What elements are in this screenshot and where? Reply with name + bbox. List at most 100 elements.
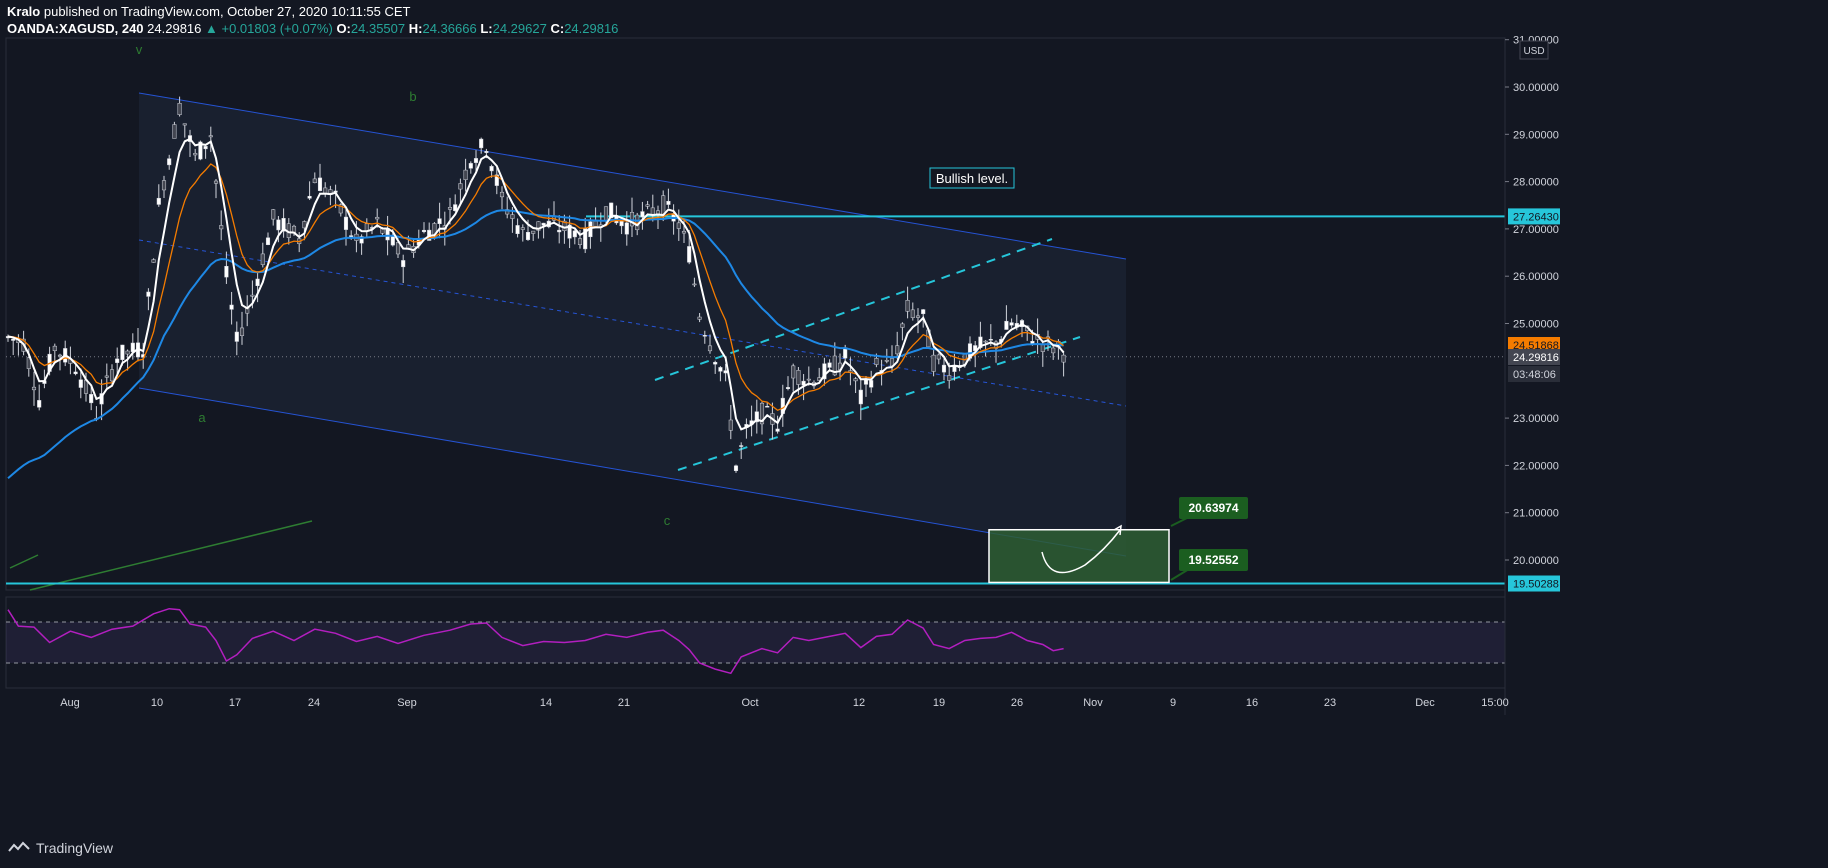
ohlc-legend: OANDA:XAGUSD, 240 24.29816 ▲ +0.01803 (+… (7, 21, 618, 36)
wave-label: a (198, 410, 206, 425)
candle-body (869, 380, 874, 388)
candle-body (499, 191, 505, 198)
low-label: L: (480, 21, 493, 36)
candle-body (37, 400, 42, 408)
price-axis[interactable]: 31.0000030.0000029.0000028.0000027.00000… (1504, 35, 1828, 715)
candle-body (479, 138, 484, 149)
candle-body (915, 315, 921, 318)
channel-fill (139, 93, 1126, 556)
symbol-label[interactable]: OANDA:XAGUSD, 240 (7, 21, 144, 36)
candle-body (11, 338, 16, 341)
candle-body (707, 345, 713, 352)
axis-tick-label: 21.00000 (1513, 508, 1559, 520)
candle-body (910, 309, 915, 318)
candle-body (895, 345, 900, 355)
channel-lower-line (138, 387, 1127, 557)
candle-body (541, 222, 546, 226)
candle-body (531, 230, 536, 234)
time-tick-label: 10 (151, 697, 163, 709)
candle-body (271, 209, 276, 220)
time-tick-label: 15:00 (1481, 697, 1509, 709)
candle-body (645, 204, 650, 207)
axis-tick-label: 27.00000 (1513, 224, 1559, 236)
candle-body (785, 387, 791, 390)
close-label: C: (550, 21, 565, 36)
ema-orange-line (7, 163, 1064, 412)
target-label-box (1179, 549, 1248, 571)
axis-tick-label: 29.00000 (1513, 129, 1559, 141)
candle-body (307, 195, 312, 199)
candle-body (375, 216, 380, 220)
candle-body (822, 363, 827, 380)
level-badge (1508, 575, 1560, 592)
author-name[interactable]: Kralo (7, 4, 41, 19)
candle-body (572, 230, 577, 238)
candle-body (702, 335, 707, 337)
candle-body (78, 379, 83, 388)
candle-body (988, 339, 993, 341)
candle-body (447, 207, 453, 210)
candle-body (874, 358, 879, 365)
candle-body (754, 411, 759, 423)
price-badge (1508, 366, 1560, 382)
candle-body (733, 465, 739, 472)
candle-body (52, 345, 57, 352)
open-label: O: (336, 21, 351, 36)
candle-body (494, 174, 499, 186)
axis-tick-label: 20.00000 (1513, 555, 1559, 567)
candle-body (832, 355, 837, 376)
brand-name: TradingView (36, 840, 114, 856)
candle-body (250, 294, 255, 297)
candle-body (681, 230, 687, 234)
candle-body (900, 323, 905, 328)
candle-body (338, 204, 343, 214)
candle-body (936, 354, 941, 360)
candle-body (281, 218, 286, 232)
candle-body (234, 331, 239, 342)
candle-body (640, 211, 645, 218)
candle-body (765, 405, 770, 408)
level-badge-label: 19.50288 (1513, 579, 1559, 591)
candle-body (697, 316, 702, 320)
rsi-line (7, 607, 1064, 675)
candle-body (562, 220, 567, 231)
candle-body (182, 123, 187, 126)
candle-body (125, 350, 130, 355)
candle-body (473, 158, 479, 163)
channel-mid-line (138, 239, 1127, 407)
candle-body (796, 370, 801, 385)
candle-body (723, 370, 728, 374)
time-axis[interactable]: Aug 10 17 24 Sep 14 21 Oct 12 19 26 Nov 9 16 23 Dec 15:0… (6, 687, 1509, 709)
candle-body (421, 229, 427, 233)
candle-body (317, 177, 323, 191)
candle-body (463, 169, 468, 180)
tradingview-footer[interactable]: TradingView (8, 840, 113, 856)
candle-body (57, 354, 63, 357)
candle-body (151, 259, 156, 263)
candle-body (130, 342, 135, 353)
candle-body (759, 402, 765, 425)
candle-body (520, 227, 525, 230)
candle-body (458, 183, 463, 190)
chart-labels: v b a c Bullish level. 20.63974 19.52552 (136, 42, 1248, 581)
candle-body (484, 151, 489, 153)
candle-body (468, 163, 473, 169)
time-tick-label: 23 (1324, 697, 1336, 709)
time-tick-label: 21 (618, 697, 630, 709)
candle-body (156, 197, 161, 205)
time-tick-label: Sep (397, 697, 417, 709)
time-tick-label: Oct (741, 697, 758, 709)
time-tick-label: 26 (1011, 697, 1023, 709)
candle-body (515, 225, 520, 234)
open-value: 24.35507 (350, 21, 406, 36)
candle-body (229, 304, 234, 310)
candle-body (437, 218, 442, 224)
candle-body (666, 200, 671, 205)
low-value: 24.29627 (492, 21, 547, 36)
high-value: 24.36666 (422, 21, 477, 36)
candle-body (146, 291, 151, 297)
axis-tick-label: 28.00000 (1513, 177, 1559, 189)
candle-body (593, 221, 598, 227)
